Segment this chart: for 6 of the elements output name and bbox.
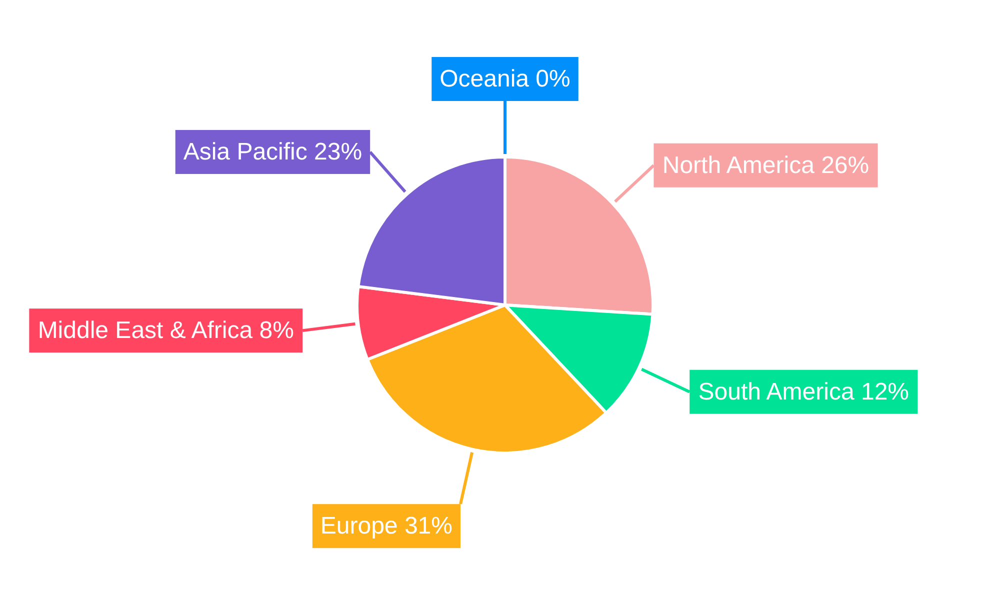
- slice-label: North America 26%: [662, 152, 870, 179]
- slice-label: Middle East & Africa 8%: [38, 317, 294, 344]
- category-label: Oceania 0%: [440, 66, 570, 92]
- slice-label: South America 12%: [698, 378, 910, 406]
- slice-label: Europe 31%: [320, 512, 452, 540]
- slice-label: Asia Pacific 23%: [183, 138, 362, 166]
